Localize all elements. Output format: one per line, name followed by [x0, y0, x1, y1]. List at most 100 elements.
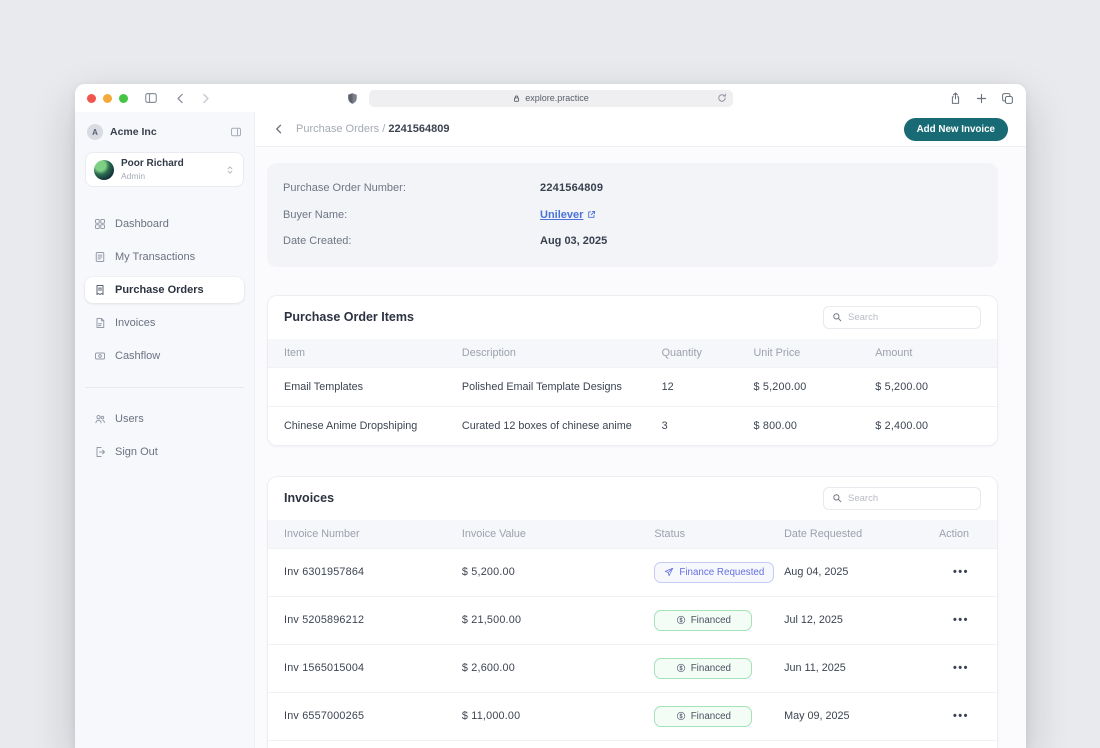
status-label: Financed [690, 662, 732, 674]
status-label: Financed [690, 614, 732, 626]
status-badge: Financed [654, 657, 753, 679]
col-action: Action [938, 527, 969, 540]
summary-label: Buyer Name: [283, 208, 348, 221]
item-cell: Chinese Anime Dropshiping [268, 405, 462, 445]
tab-overview-icon[interactable] [1001, 92, 1014, 105]
amount-cell: $ 2,400.00 [875, 405, 997, 445]
row-more-actions-icon[interactable]: ••• [952, 710, 969, 722]
minimize-window-button[interactable] [103, 93, 112, 103]
po-items-search-input[interactable] [848, 311, 972, 323]
table-row: Chinese Anime Dropshiping Curated 12 box… [268, 405, 997, 445]
col-invoice-value: Invoice Value [461, 527, 526, 540]
invoice-number-cell: Inv 1565015004 [268, 643, 462, 692]
sidebar-collapse-icon[interactable] [230, 126, 242, 138]
browser-sidebar-toggle-icon[interactable] [144, 91, 158, 105]
zoom-window-button[interactable] [119, 93, 128, 103]
privacy-shield-icon[interactable] [346, 92, 359, 105]
invoice-number-cell: Inv 6301957864 [268, 547, 462, 596]
chevron-updown-icon [225, 164, 235, 176]
invoices-search[interactable] [823, 486, 981, 510]
table-row: Inv 5205896212 $ 21,500.00 Financed Jul … [268, 595, 997, 644]
buyer-name-text: Unilever [540, 208, 584, 221]
invoice-number-cell: Inv 2786111763 [268, 739, 462, 748]
browser-chrome: explore.practice [75, 84, 1026, 112]
sidebar-item-label: My Transactions [115, 251, 196, 264]
sidebar-item-label: Sign Out [115, 446, 158, 459]
buyer-name-link[interactable]: Unilever [540, 209, 596, 221]
po-items-search[interactable] [823, 305, 981, 329]
date-requested-cell: Aug 04, 2025 [784, 547, 925, 596]
cashflow-icon [94, 350, 106, 362]
lock-icon [514, 95, 520, 102]
table-row: Inv 1565015004 $ 2,600.00 Financed Jun 1… [268, 643, 997, 692]
sidebar-item-label: Dashboard [115, 218, 169, 231]
table-row: Inv 6557000265 $ 11,000.00 Financed May … [268, 691, 997, 740]
date-created-value: Aug 03, 2025 [540, 235, 608, 248]
close-window-button[interactable] [87, 93, 96, 103]
row-more-actions-icon[interactable]: ••• [952, 566, 969, 578]
new-tab-icon[interactable] [975, 92, 988, 105]
url-text: explore.practice [525, 93, 589, 103]
sidebar-divider [85, 387, 244, 389]
col-status: Status [654, 527, 685, 540]
amount-cell: $ 5,200.00 [875, 366, 997, 406]
status-label: Financed [690, 710, 732, 722]
sidebar-item-label: Cashflow [115, 350, 161, 363]
po-number-value: 2241564809 [540, 182, 604, 195]
table-row: Inv 2786111763 $ 4,000.00 Financed April… [268, 739, 997, 748]
user-avatar [94, 159, 114, 180]
purchase-order-items-card: Purchase Order Items Item Description [267, 294, 998, 446]
summary-label: Purchase Order Number: [283, 182, 406, 195]
sidebar-item-users[interactable]: Users [85, 406, 244, 432]
address-bar[interactable]: explore.practice [368, 89, 733, 107]
org-name: Acme Inc [110, 126, 157, 138]
po-items-header-row: Item Description Quantity Unit Price Amo… [268, 338, 997, 367]
sidebar-item-purchase-orders[interactable]: Purchase Orders [85, 277, 244, 304]
invoice-value-cell: $ 21,500.00 [461, 595, 655, 644]
sign-out-icon [94, 446, 106, 458]
invoice-value-cell: $ 11,000.00 [461, 691, 655, 740]
breadcrumb-current: 2241564809 [388, 123, 450, 135]
breadcrumb-section[interactable]: Purchase Orders / [296, 123, 389, 135]
status-badge: Financed [654, 609, 753, 631]
invoice-number-cell: Inv 5205896212 [268, 595, 462, 644]
sidebar-item-invoices[interactable]: Invoices [85, 310, 244, 336]
browser-forward-icon[interactable] [199, 92, 212, 105]
description-cell: Curated 12 boxes of chinese anime [461, 405, 662, 445]
dollar-circle-icon [676, 615, 685, 625]
date-requested-cell: April 15, 2025 [784, 739, 925, 748]
sidebar-item-cashflow[interactable]: Cashflow [85, 343, 244, 369]
row-more-actions-icon[interactable]: ••• [952, 662, 969, 674]
share-icon[interactable] [949, 91, 962, 105]
sidebar-item-dashboard[interactable]: Dashboard [85, 211, 244, 237]
add-new-invoice-button[interactable]: Add New Invoice [903, 117, 1008, 141]
back-icon[interactable] [273, 123, 285, 135]
col-description: Description [461, 346, 516, 359]
col-item: Item [284, 346, 305, 359]
invoice-number-cell: Inv 6557000265 [268, 691, 462, 740]
table-row: Email Templates Polished Email Template … [268, 366, 997, 406]
date-requested-cell: Jun 11, 2025 [784, 643, 925, 692]
browser-back-icon[interactable] [174, 92, 187, 105]
org-avatar: A [87, 124, 103, 140]
user-switcher[interactable]: Poor Richard Admin [85, 152, 244, 188]
quantity-cell: 3 [661, 405, 754, 445]
date-requested-cell: Jul 12, 2025 [784, 595, 925, 644]
dollar-circle-icon [676, 663, 685, 673]
invoice-value-cell: $ 5,200.00 [461, 547, 655, 596]
date-requested-cell: May 09, 2025 [784, 691, 925, 740]
row-more-actions-icon[interactable]: ••• [952, 614, 969, 626]
sidebar-item-label: Invoices [115, 317, 156, 330]
col-unit-price: Unit Price [753, 346, 801, 359]
transactions-icon [94, 251, 106, 263]
sidebar-item-sign-out[interactable]: Sign Out [85, 439, 244, 465]
sidebar: A Acme Inc Poor Richard Admin [75, 112, 255, 748]
summary-row: Date Created: Aug 03, 2025 [283, 228, 982, 255]
invoices-search-input[interactable] [848, 492, 972, 504]
sidebar-item-my-transactions[interactable]: My Transactions [85, 244, 244, 270]
po-summary-panel: Purchase Order Number: 2241564809 Buyer … [267, 163, 998, 267]
dollar-circle-icon [676, 711, 685, 721]
reload-icon[interactable] [717, 93, 727, 103]
search-icon [833, 313, 842, 322]
send-icon [665, 567, 674, 577]
